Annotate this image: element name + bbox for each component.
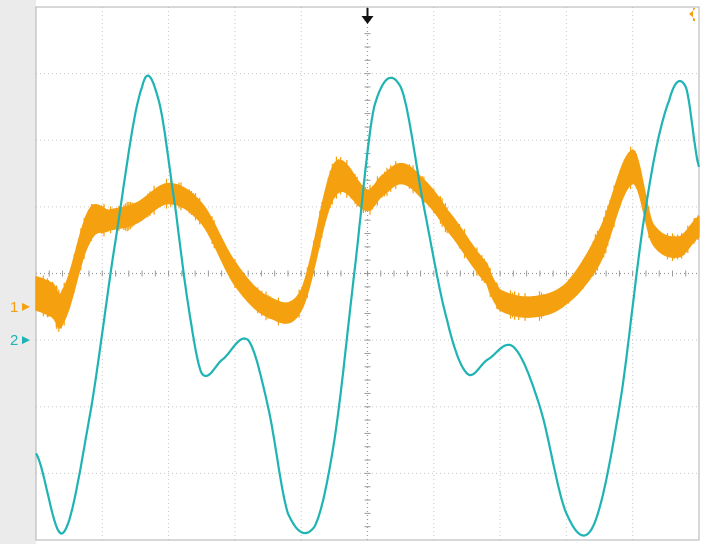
channel-1-noise bbox=[35, 146, 700, 332]
channel-marker-arrow-icon bbox=[22, 302, 30, 311]
trigger-position-icon bbox=[361, 8, 374, 24]
channel-marker-2: 2 bbox=[10, 332, 18, 349]
channel-marker-1: 1 bbox=[10, 299, 18, 316]
plot-border bbox=[35, 6, 700, 541]
trigger-level-icon bbox=[689, 8, 695, 21]
trace-layer bbox=[35, 74, 701, 537]
channel-marker-arrow-icon bbox=[22, 336, 30, 345]
marker-layer: 12 bbox=[10, 8, 695, 349]
channel-2-trace bbox=[35, 74, 701, 537]
left-margin bbox=[0, 0, 36, 544]
